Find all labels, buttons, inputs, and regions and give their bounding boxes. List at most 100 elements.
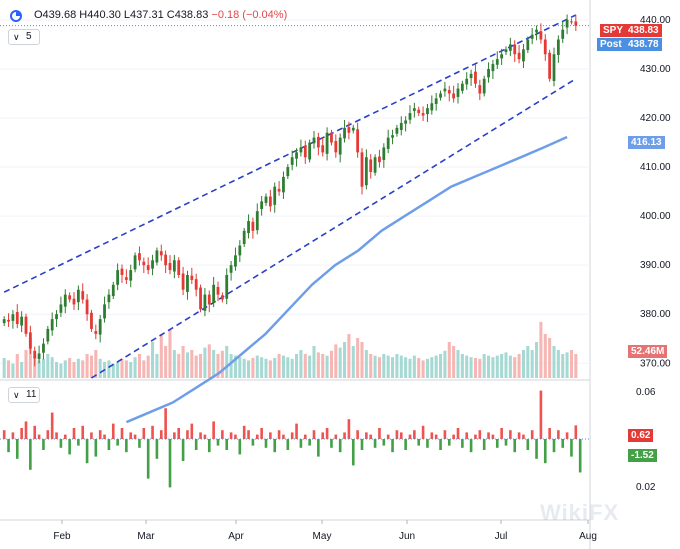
histogram-bar (557, 430, 560, 439)
histogram-bar (173, 432, 176, 439)
volume-bar (207, 344, 211, 378)
candle-body (63, 294, 67, 307)
candle-body (295, 152, 298, 159)
histogram-bar (456, 428, 460, 439)
histogram-bar (247, 430, 250, 439)
volume-bar (334, 344, 338, 378)
histogram-bar (199, 432, 202, 439)
histogram-bar (399, 432, 403, 439)
main-panel-count: 5 (26, 31, 32, 42)
volume-bar (203, 347, 207, 378)
app-logo-icon[interactable] (9, 9, 23, 23)
histogram-bar (347, 419, 351, 439)
histogram-bar (312, 430, 316, 439)
candle-body (98, 319, 102, 335)
main-panel-toggle[interactable]: ∨ 5 (8, 29, 40, 45)
candle-body (212, 284, 216, 303)
volume-bar (2, 358, 6, 378)
histogram-bar (478, 430, 482, 439)
volume-bar (247, 360, 251, 378)
volume-bar (151, 342, 155, 378)
candle-body (351, 127, 355, 131)
candle-body (517, 52, 521, 60)
histogram-bar (290, 432, 294, 439)
histogram-bar (321, 432, 325, 439)
volume-bar (251, 358, 255, 378)
x-tick-label: Feb (53, 531, 71, 542)
histogram-bar (251, 439, 255, 446)
volume-bar (107, 360, 111, 378)
volume-bar (373, 355, 377, 378)
histogram-bar (504, 439, 508, 446)
candle-body (111, 284, 115, 297)
volume-bar (63, 360, 67, 378)
histogram-bar (142, 428, 146, 439)
volume-bar (530, 350, 534, 378)
histogram-bar (308, 439, 311, 446)
histogram-bar (2, 430, 6, 439)
volume-bar (565, 352, 569, 378)
volume-bar (220, 350, 224, 378)
candle-body (164, 254, 168, 266)
sub-pos-value: 0.62 (631, 430, 651, 441)
candle-body (94, 331, 98, 334)
candle-body (103, 304, 106, 319)
candle-body (15, 312, 19, 325)
volume-bar (360, 342, 364, 378)
candle-body (412, 108, 416, 111)
candle-body (391, 135, 394, 138)
histogram-bar (330, 439, 333, 448)
volume-bar (434, 355, 438, 378)
low-value: L437.31 (123, 9, 164, 21)
candle-body (186, 274, 189, 292)
candle-body (2, 319, 6, 324)
volume-bar (460, 354, 464, 378)
histogram-bar (386, 434, 390, 439)
histogram-bar (11, 432, 15, 439)
volume-bar (500, 354, 504, 378)
volume-bar (216, 354, 220, 378)
volume-bar (513, 357, 517, 378)
candle-body (133, 255, 137, 270)
volume-bar (569, 350, 573, 378)
histogram-bar (190, 423, 194, 439)
volume-bar (308, 355, 312, 378)
volume-bar (268, 360, 272, 378)
candle-body (522, 49, 525, 62)
histogram-bar (404, 439, 407, 450)
histogram-bar (334, 434, 338, 439)
histogram-bar (303, 434, 307, 439)
candle-body (168, 262, 172, 271)
candle-body (308, 142, 312, 160)
volume-bar (417, 358, 421, 378)
histogram-bar (574, 425, 578, 439)
volume-bar (491, 357, 495, 378)
volume-bar (159, 334, 163, 378)
candle-body (277, 188, 281, 192)
candle-body (426, 108, 429, 115)
x-tick-label: Jul (495, 531, 508, 542)
volume-bar (229, 354, 233, 378)
histogram-bar (513, 439, 517, 453)
candle-body (408, 113, 412, 120)
candle-body (417, 109, 421, 114)
volume-bar (343, 342, 347, 378)
histogram-bar (168, 439, 172, 488)
candle-body (356, 129, 360, 153)
sub-panel-toggle[interactable]: ∨ 11 (8, 387, 40, 403)
volume-bar (329, 350, 333, 378)
histogram-bar (7, 439, 10, 453)
volume-bar (356, 338, 360, 378)
histogram-bar (373, 439, 377, 448)
post-label: Post (600, 39, 622, 50)
lower-channel-line (91, 78, 577, 379)
candle-body (229, 265, 233, 273)
volume-bar (89, 355, 93, 378)
histogram-bar (570, 439, 573, 457)
histogram-bar (207, 439, 211, 453)
price-tick-label: 390.00 (640, 260, 671, 271)
candle-body (513, 44, 517, 55)
price-tick-label: 430.00 (640, 64, 671, 75)
candle-body (465, 78, 469, 85)
